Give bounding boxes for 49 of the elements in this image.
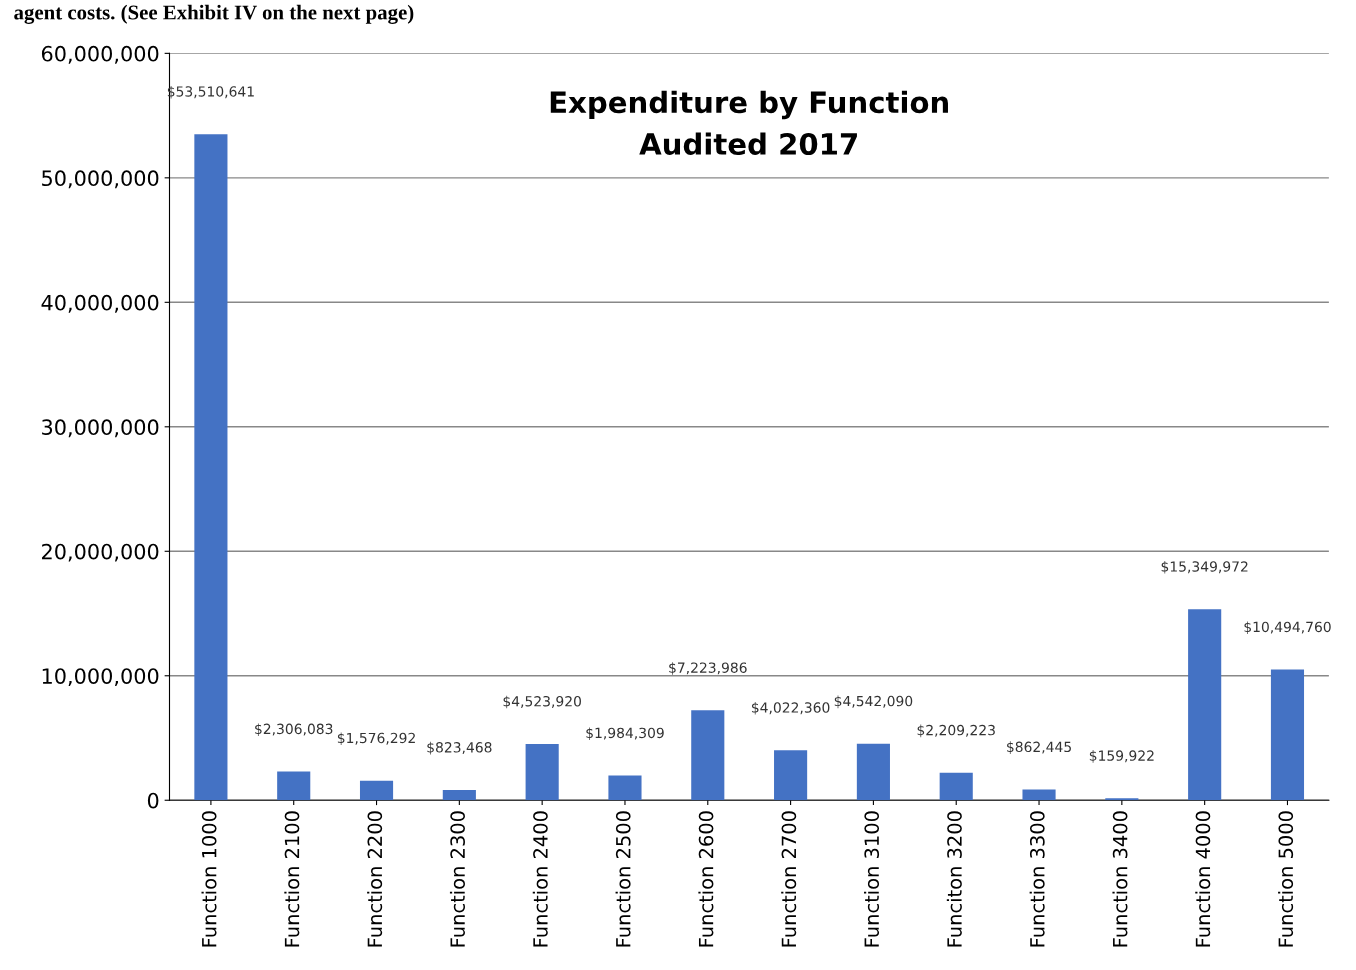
x-tick-label: Function 2600 (698, 811, 714, 947)
x-tick-label: Function 2100 (284, 811, 300, 947)
data-label: $823,468 (427, 741, 492, 755)
data-label: $15,349,972 (1161, 561, 1248, 574)
text: Expenditure by Function Audited 2017 (550, 90, 948, 156)
bar (442, 790, 476, 801)
data-label: $7,223,986 (669, 662, 747, 675)
bar (194, 134, 228, 801)
y-tick-label: 60,000,000 (41, 45, 159, 64)
x-tick-label: Function 4000 (1195, 811, 1211, 947)
bar (1022, 789, 1056, 801)
data-label: $862,445 (1007, 741, 1071, 754)
bar (939, 772, 973, 801)
text: agent costs. (See Exhibit IV on the next page) (14, 4, 414, 24)
bar (1270, 669, 1305, 801)
data-label: $2,306,083 (255, 723, 333, 736)
bar (359, 780, 394, 801)
y-tick-label: 0 (147, 792, 159, 809)
bar (525, 743, 559, 801)
y-tick-label: 40,000,000 (41, 294, 159, 313)
bar (774, 750, 808, 801)
bar (856, 743, 890, 801)
data-label: $1,984,309 (586, 727, 664, 740)
x-tick-label: Function 1000 (201, 811, 217, 947)
bar (277, 771, 311, 801)
x-tick-label: Funciton 3200 (946, 811, 962, 947)
x-tick-label: Function 2300 (449, 811, 465, 947)
y-tick-label: 10,000,000 (42, 668, 159, 687)
y-tick-label: 20,000,000 (42, 543, 159, 562)
x-tick-label: Function 3100 (864, 811, 880, 947)
data-label: $1,576,292 (337, 732, 415, 746)
x-tick-label: Function 3400 (1112, 811, 1128, 947)
data-label: $4,523,920 (503, 695, 581, 709)
bar (1188, 609, 1222, 801)
x-tick-label: Function 5000 (1278, 811, 1294, 947)
data-label: $2,209,223 (917, 724, 995, 738)
y-tick-label: 30,000,000 (42, 419, 159, 438)
x-tick-label: Function 2200 (367, 811, 383, 947)
x-tick-label: Function 2400 (532, 811, 548, 947)
x-tick-label: Function 2700 (781, 811, 797, 947)
x-tick-label: Function 2500 (615, 811, 631, 947)
y-tick-label: 50,000,000 (42, 170, 159, 189)
bar (691, 710, 725, 801)
data-label: $4,022,360 (751, 702, 830, 715)
data-label: $159,922 (1089, 750, 1154, 763)
data-label: $4,542,090 (834, 695, 913, 709)
x-tick-label: Function 3300 (1029, 811, 1045, 947)
data-label: $10,494,760 (1244, 621, 1331, 635)
bar (608, 775, 642, 801)
